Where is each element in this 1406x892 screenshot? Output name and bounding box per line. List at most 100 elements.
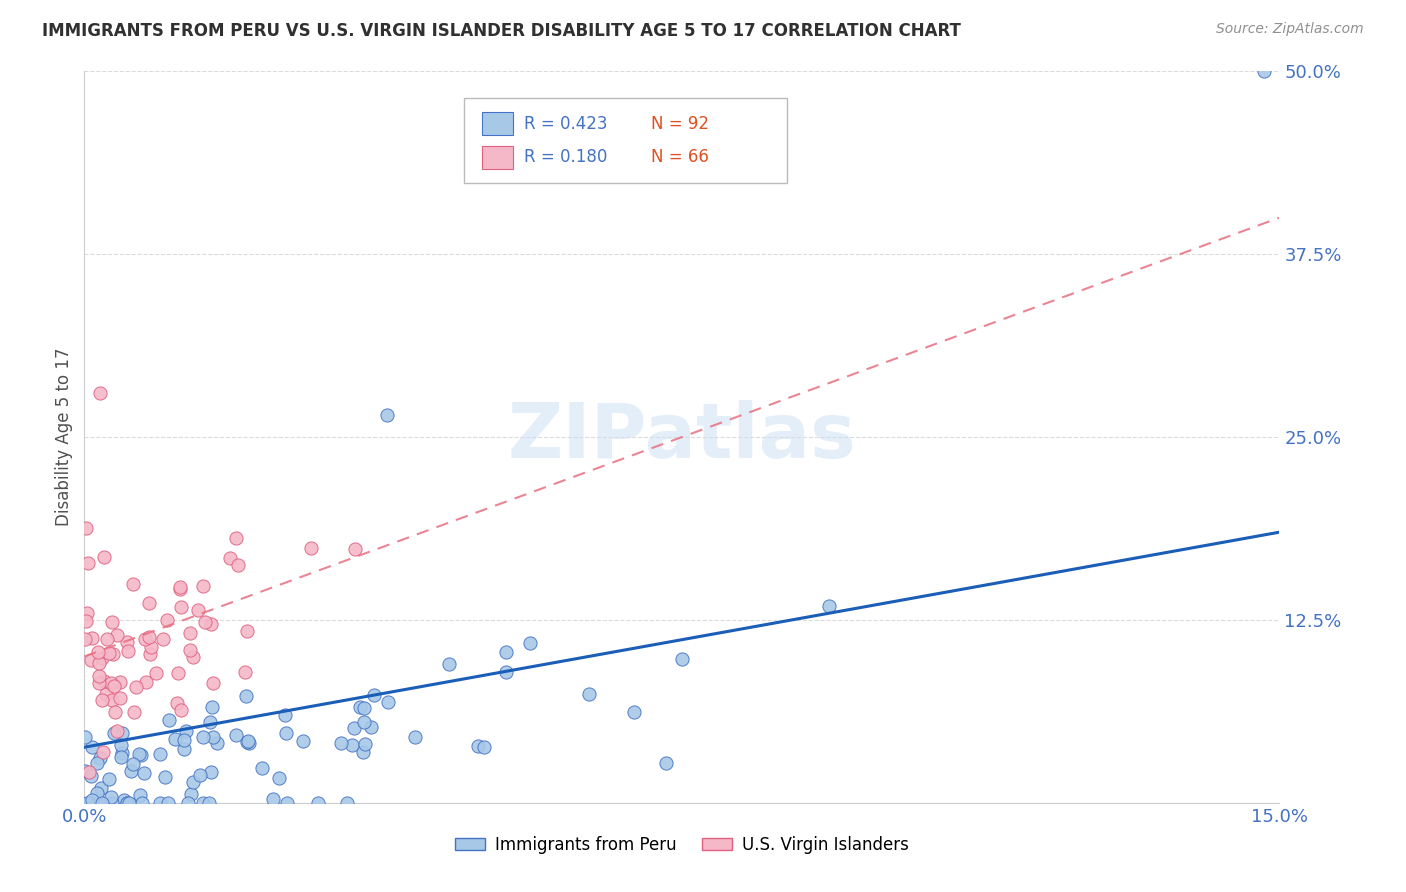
Point [76, 606, 98, 620]
Point [353, 714, 375, 729]
Point [86, 786, 108, 800]
Point [360, 719, 382, 733]
Point [75, 764, 97, 779]
Point [152, 632, 174, 647]
Point [149, 747, 172, 762]
Point [80, 632, 103, 646]
Point [135, 675, 157, 690]
Point [79, 653, 101, 667]
Point [156, 613, 179, 627]
Point [80, 739, 103, 754]
Point [75, 730, 97, 744]
Point [91, 650, 114, 665]
Point [131, 796, 153, 810]
Point [404, 731, 426, 745]
Point [122, 757, 145, 772]
Point [86, 756, 108, 770]
Point [101, 647, 124, 661]
Point [115, 796, 138, 810]
Point [340, 738, 363, 752]
Point [91, 745, 114, 759]
Point [112, 793, 135, 807]
Point [187, 603, 209, 617]
Point [141, 640, 163, 654]
Point [79, 796, 101, 810]
Text: N = 92: N = 92 [651, 115, 709, 133]
Point [121, 576, 143, 591]
Point [198, 796, 221, 810]
Point [377, 695, 399, 709]
Point [128, 788, 150, 802]
Point [104, 706, 127, 720]
Point [274, 707, 297, 722]
Point [349, 700, 371, 714]
Point [336, 796, 359, 810]
Point [467, 739, 489, 753]
Point [495, 644, 517, 658]
Text: Source: ZipAtlas.com: Source: ZipAtlas.com [1216, 22, 1364, 37]
Point [110, 738, 132, 752]
Point [167, 666, 190, 681]
Point [188, 767, 211, 781]
Text: R = 0.180: R = 0.180 [524, 148, 607, 166]
Point [343, 541, 366, 556]
Point [200, 616, 222, 631]
Point [87, 656, 110, 670]
Point [91, 693, 114, 707]
Text: R = 0.423: R = 0.423 [524, 115, 607, 133]
Point [262, 792, 284, 806]
Point [91, 796, 114, 810]
Point [166, 696, 188, 710]
Point [191, 730, 214, 744]
Point [96, 632, 118, 646]
Point [118, 796, 141, 810]
Point [132, 765, 155, 780]
Point [354, 738, 377, 752]
Point [169, 582, 191, 597]
Point [115, 635, 138, 649]
Point [235, 689, 257, 703]
Point [129, 747, 152, 762]
Point [138, 596, 160, 610]
Point [276, 796, 298, 810]
Point [179, 643, 201, 657]
Point [363, 688, 385, 702]
Point [110, 749, 132, 764]
Point [1253, 64, 1275, 78]
Point [82, 792, 104, 806]
Point [623, 705, 645, 719]
Point [101, 693, 124, 707]
Point [157, 796, 180, 810]
Point [93, 550, 115, 565]
Point [174, 723, 197, 738]
Point [180, 788, 202, 802]
Point [87, 676, 110, 690]
Point [128, 747, 150, 761]
Point [138, 630, 160, 644]
Point [343, 721, 366, 735]
Point [181, 774, 204, 789]
Point [267, 771, 290, 785]
Point [169, 599, 191, 614]
Point [219, 550, 242, 565]
Point [103, 725, 125, 739]
Point [307, 796, 329, 810]
Point [75, 614, 97, 628]
Point [292, 733, 315, 747]
Point [194, 615, 217, 630]
Point [654, 756, 676, 770]
Point [157, 713, 180, 727]
Point [101, 615, 124, 629]
Point [200, 765, 222, 780]
Point [120, 764, 142, 778]
Point [250, 761, 273, 775]
Point [145, 665, 167, 680]
Point [193, 579, 215, 593]
Point [202, 730, 225, 744]
Point [108, 675, 131, 690]
Point [89, 796, 111, 810]
Point [80, 769, 103, 783]
Point [87, 669, 110, 683]
Point [437, 657, 460, 671]
Point [134, 632, 156, 646]
